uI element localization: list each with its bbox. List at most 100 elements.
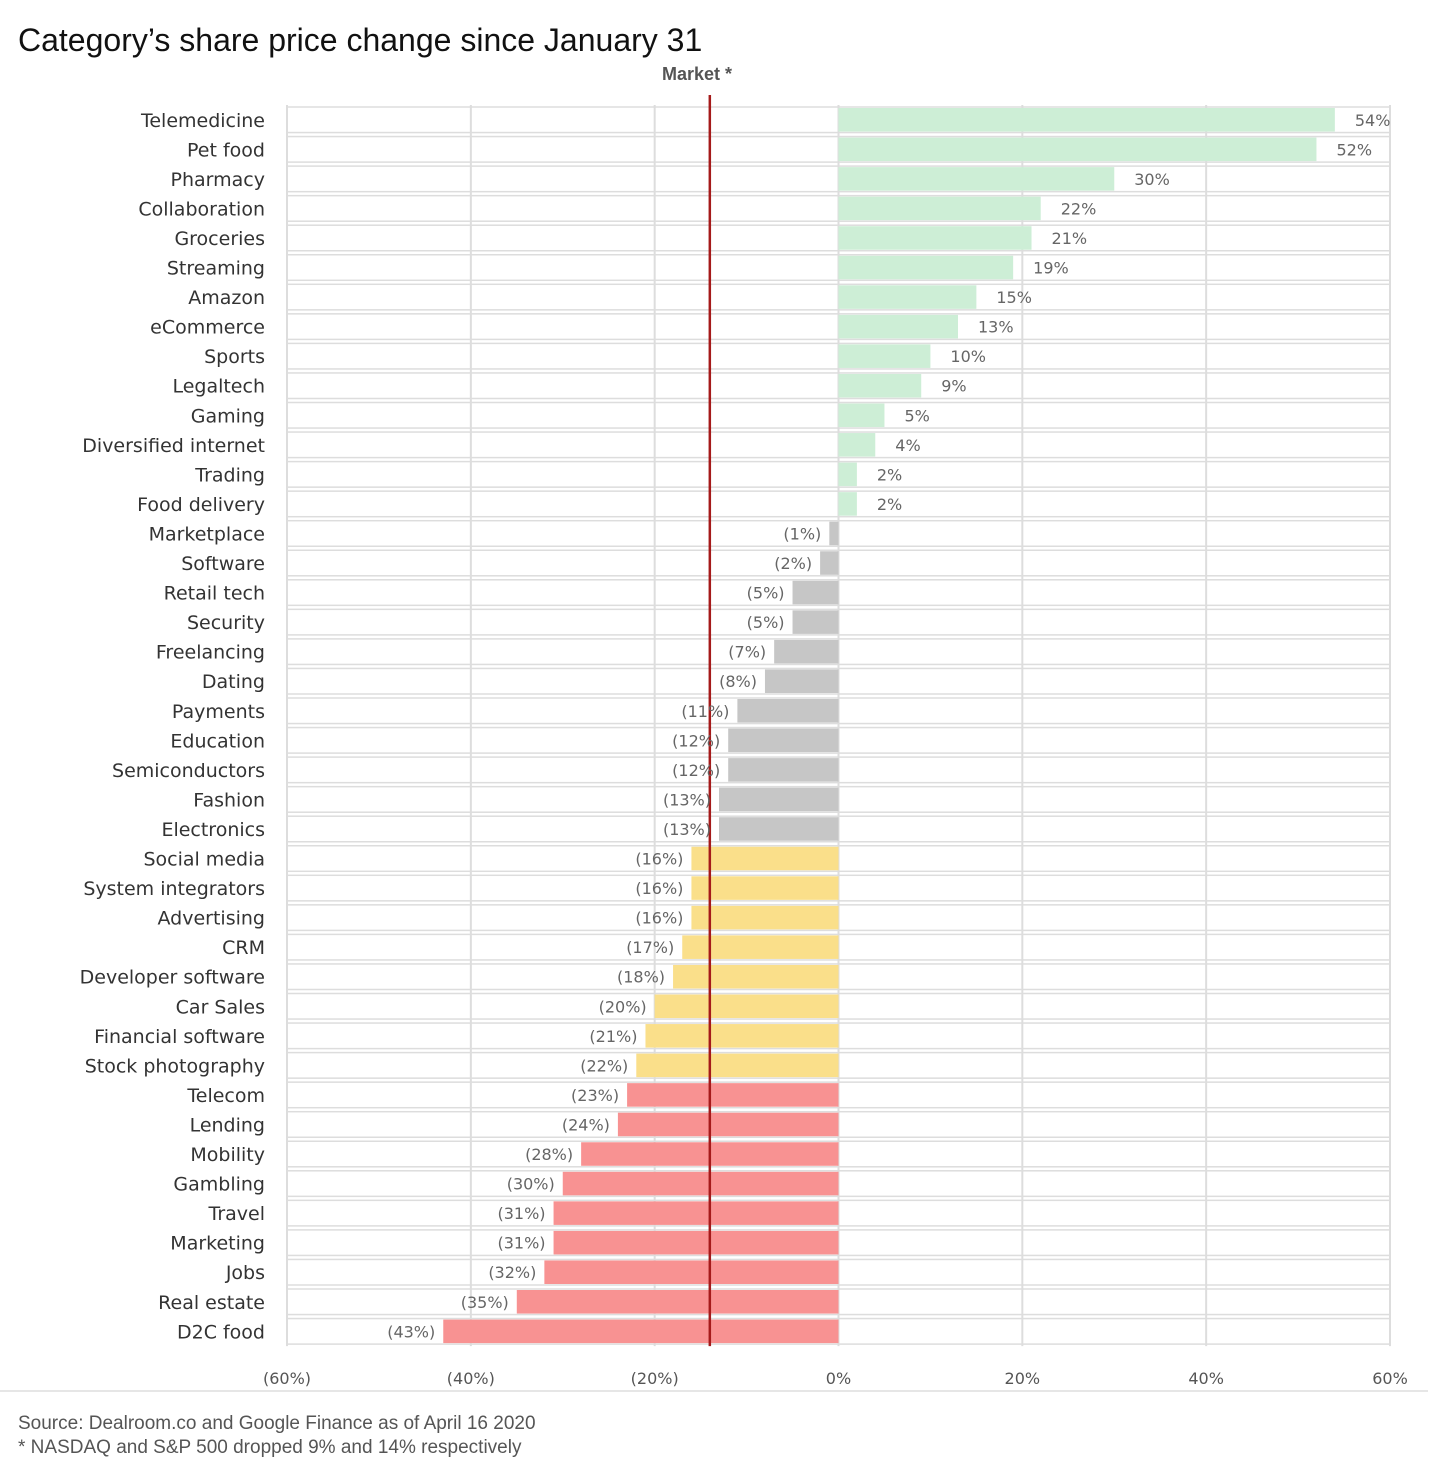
value-label: 13%	[978, 318, 1014, 337]
bar	[627, 1083, 839, 1107]
value-label: (5%)	[747, 613, 785, 632]
value-label: (8%)	[719, 672, 757, 691]
category-label: Software	[181, 553, 265, 575]
value-label: (24%)	[562, 1115, 610, 1134]
category-label: Advertising	[158, 908, 265, 930]
x-tick-label: 20%	[1005, 1369, 1041, 1388]
category-label: Electronics	[161, 819, 265, 841]
category-label: Telemedicine	[140, 110, 265, 132]
bar	[719, 787, 839, 812]
bar	[838, 167, 1115, 191]
category-label: Trading	[194, 464, 265, 486]
category-label: Gambling	[173, 1174, 265, 1196]
value-label: 21%	[1052, 229, 1088, 248]
category-label: Developer software	[80, 967, 265, 989]
bar-chart: Telemedicine 54% Pet food 52% Pharmacy 30% Col…	[80, 95, 1408, 1388]
footnote: * NASDAQ and S&P 500 dropped 9% and 14% …	[18, 1437, 522, 1458]
bar	[838, 226, 1032, 250]
bar	[654, 994, 839, 1019]
category-label: Amazon	[188, 287, 265, 309]
category-label: Pet food	[187, 139, 265, 161]
value-label: (5%)	[747, 584, 785, 603]
value-label: (31%)	[498, 1234, 546, 1253]
labels: Telemedicine 54% Pet food 52% Pharmacy 30% Col…	[80, 110, 1391, 1344]
bar	[792, 610, 839, 634]
value-label: 30%	[1134, 170, 1170, 189]
value-label: 5%	[904, 406, 929, 425]
bar	[838, 492, 857, 516]
value-label: (13%)	[663, 820, 711, 839]
category-label: Real estate	[158, 1292, 265, 1314]
bar	[682, 935, 839, 959]
value-label: (35%)	[461, 1293, 509, 1312]
value-label: (11%)	[681, 702, 729, 721]
bar	[636, 1053, 839, 1078]
value-label: (28%)	[525, 1145, 573, 1164]
category-label: Semiconductors	[112, 760, 265, 782]
category-label: CRM	[222, 937, 265, 959]
category-label: Lending	[190, 1114, 265, 1136]
category-label: Marketing	[170, 1233, 265, 1255]
bar	[820, 551, 839, 575]
bar	[617, 1112, 839, 1137]
market-reference-label: Market *	[662, 64, 733, 84]
bar	[764, 669, 839, 693]
category-label: Jobs	[225, 1262, 265, 1284]
bar	[838, 373, 922, 398]
value-label: (43%)	[387, 1322, 435, 1341]
category-label: Groceries	[174, 228, 265, 250]
bar	[553, 1201, 839, 1225]
category-label: Fashion	[193, 789, 265, 811]
x-tick-label: (20%)	[631, 1369, 679, 1388]
bar	[737, 699, 839, 723]
bar	[691, 876, 839, 900]
value-label: (1%)	[783, 524, 821, 543]
category-label: System integrators	[83, 878, 265, 900]
category-label: Social media	[143, 849, 265, 871]
category-label: Collaboration	[138, 198, 265, 220]
bar	[838, 433, 876, 457]
value-label: (20%)	[599, 997, 647, 1016]
value-label: (32%)	[488, 1263, 536, 1282]
category-label: Security	[187, 612, 265, 634]
value-label: (17%)	[626, 938, 674, 957]
category-label: Mobility	[190, 1144, 265, 1166]
value-label: 19%	[1033, 259, 1069, 278]
value-label: 2%	[877, 465, 902, 484]
x-tick-label: 40%	[1188, 1369, 1224, 1388]
category-label: Stock photography	[85, 1055, 265, 1077]
bar	[829, 521, 839, 546]
value-label: 10%	[950, 347, 986, 366]
category-label: Payments	[172, 701, 265, 723]
x-tick-label: 60%	[1372, 1369, 1408, 1388]
category-label: Marketplace	[149, 523, 265, 545]
bar	[838, 314, 958, 339]
category-label: Car Sales	[176, 996, 265, 1018]
bar	[774, 639, 839, 664]
value-label: 4%	[895, 436, 920, 455]
x-tick-label: (60%)	[263, 1369, 311, 1388]
value-label: (2%)	[774, 554, 812, 573]
bar	[645, 1024, 839, 1048]
value-label: (22%)	[580, 1056, 628, 1075]
bar	[544, 1260, 839, 1284]
value-label: (21%)	[589, 1027, 637, 1046]
value-label: 2%	[877, 495, 902, 514]
bar	[728, 758, 839, 782]
bar	[443, 1319, 839, 1344]
bar	[691, 846, 839, 871]
value-label: (23%)	[571, 1086, 619, 1105]
bar	[838, 403, 885, 428]
category-label: Travel	[208, 1203, 265, 1225]
bar	[838, 344, 931, 368]
value-label: (13%)	[663, 790, 711, 809]
category-label: Freelancing	[156, 642, 265, 664]
category-label: Telecom	[186, 1085, 265, 1107]
bar	[728, 728, 839, 753]
category-label: Financial software	[94, 1026, 265, 1048]
category-label: Dating	[202, 671, 265, 693]
value-label: (16%)	[635, 850, 683, 869]
value-label: 54%	[1355, 111, 1391, 130]
category-label: Pharmacy	[171, 169, 265, 191]
bar	[673, 964, 839, 989]
